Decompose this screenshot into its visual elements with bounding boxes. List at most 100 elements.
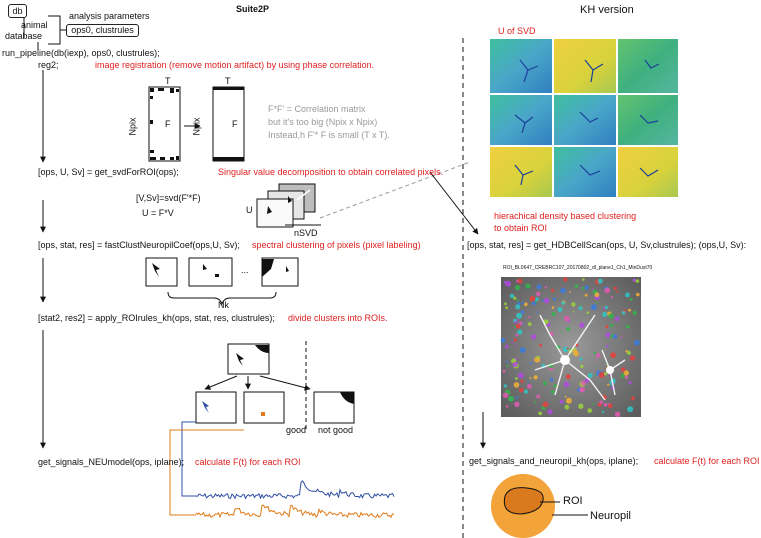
animal-label: animal — [21, 20, 48, 30]
roi-speckle — [628, 381, 632, 385]
roi-speckle — [614, 316, 620, 322]
roi-speckle — [565, 374, 571, 380]
clustering-note: spectral clustering of pixels (pixel lab… — [252, 240, 421, 250]
roi-speckle — [573, 347, 576, 351]
blue-trace-connector — [181, 421, 196, 497]
neuropil-label: Neuropil — [590, 510, 631, 522]
roi-speckle — [624, 375, 628, 379]
roi-speckle — [518, 387, 524, 393]
roi-speckle — [520, 310, 525, 314]
analysis-parameters-label: analysis parameters — [69, 11, 150, 21]
roi-speckle — [550, 390, 555, 394]
roi-speckle — [607, 403, 610, 405]
roi-speckle — [563, 381, 570, 388]
roi-speckle — [529, 377, 532, 379]
roi-speckle — [602, 307, 606, 310]
roi-speckle — [536, 355, 540, 359]
roi-speckle — [505, 344, 509, 349]
roi-speckle — [536, 284, 542, 290]
kh-signals-note: calculate F(t) for each ROI — [654, 456, 760, 466]
roi-speckle — [604, 287, 611, 294]
roi-speckle — [610, 352, 616, 359]
roi-speckle — [597, 403, 602, 407]
roi-speckle — [527, 383, 532, 389]
matrix-npix-label-2: Npix — [191, 117, 202, 136]
svd-note: Singular value decomposition to obtain c… — [218, 167, 444, 177]
signals-code: get_signals_NEUmodel(ops, iplane); — [38, 457, 185, 467]
roi-speckle — [527, 322, 532, 326]
roi-speckle — [513, 338, 518, 342]
kh-version-title: KH version — [580, 4, 634, 16]
roi-speckle — [564, 404, 570, 410]
roi-speckle — [629, 298, 633, 301]
matrix-npix-label: Npix — [127, 117, 138, 136]
roi-speckle — [587, 408, 592, 413]
roi-speckle — [500, 337, 506, 343]
matrix-f-sparse — [148, 86, 181, 162]
neuropil-signal-trace — [195, 504, 395, 519]
roi-speckle — [533, 375, 538, 380]
roi-speckle — [522, 302, 525, 305]
roi-speckle — [552, 297, 557, 301]
svd-equation-1: [V,Sv]=svd(F'*F) — [136, 193, 201, 203]
roi-speckle — [535, 311, 538, 313]
roi-image — [500, 277, 641, 417]
roi-speckle — [572, 310, 575, 313]
roi-speckle — [603, 402, 608, 407]
svd-equation-2: U = F*V — [142, 208, 174, 218]
roi-speckle — [608, 313, 614, 319]
roi-speckle — [505, 360, 508, 363]
roi-speckle — [564, 315, 570, 322]
roi-speckle — [549, 377, 554, 382]
roi-speckle — [628, 308, 632, 312]
svd-code: [ops, U, Sv] = get_svdForROI(ops); — [38, 167, 179, 177]
roi-speckle — [587, 372, 593, 378]
roi-speckle — [535, 291, 541, 297]
roi-speckle — [569, 290, 571, 293]
roi-neuropil-schematic — [491, 474, 588, 538]
roi-speckle — [604, 372, 608, 376]
roi-rules-tree — [195, 341, 355, 432]
roi-speckle — [502, 369, 506, 373]
roi-speckle — [560, 287, 566, 294]
roi-speckle — [563, 277, 568, 282]
roi-speckle — [529, 295, 536, 302]
roi-speckle — [566, 347, 569, 350]
roi-speckle — [539, 343, 542, 347]
roi-speckle — [586, 311, 589, 315]
roi-speckle — [513, 296, 517, 300]
roi-speckle — [547, 409, 553, 415]
roi-speckle — [534, 300, 538, 303]
roi-speckle — [616, 290, 619, 293]
params-connector — [48, 15, 66, 31]
roi-speckle — [579, 303, 582, 306]
roi-speckle — [515, 396, 519, 400]
roi-speckle — [517, 318, 519, 321]
hdb-note-2: to obtain ROI — [494, 223, 548, 233]
roi-speckle — [518, 321, 523, 326]
roi-speckle — [514, 377, 518, 380]
roi-speckle — [535, 297, 539, 302]
signals-note: calculate F(t) for each ROI — [195, 457, 301, 467]
matrix-f-label: F — [165, 119, 171, 129]
roi-speckle — [523, 302, 528, 307]
roi-speckle — [584, 378, 590, 383]
roi-speckle — [590, 304, 597, 311]
roi-speckle — [525, 283, 531, 289]
roi-speckle — [520, 379, 524, 383]
matrix-t-label: T — [165, 76, 171, 86]
run-pipeline-code: run_pipeline(db(iexp), ops0, clustrules)… — [2, 48, 160, 58]
roi-signal-trace — [195, 480, 395, 500]
roi-speckle — [607, 383, 610, 386]
database-label: database — [5, 31, 43, 41]
roi-speckle — [515, 333, 519, 337]
roi-speckle — [516, 299, 519, 302]
roi-speckle — [580, 380, 586, 386]
roi-speckle — [575, 343, 579, 347]
roi-speckle — [620, 367, 626, 372]
roi-speckle — [527, 380, 529, 383]
roi-speckle — [592, 403, 595, 405]
orange-trace-connector — [169, 429, 244, 516]
good-label: good — [286, 425, 307, 435]
